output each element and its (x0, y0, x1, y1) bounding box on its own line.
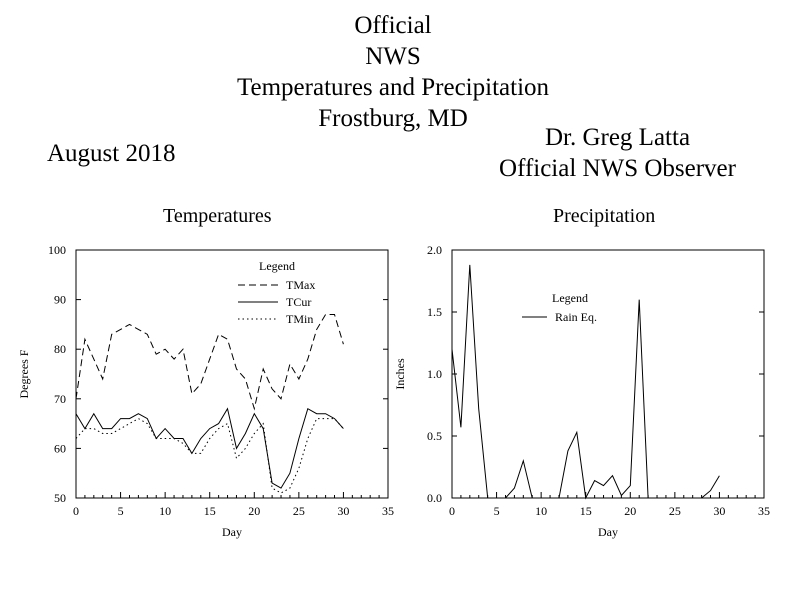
temp-xtick-label: 5 (118, 504, 124, 518)
temp-xtick-label: 10 (159, 504, 171, 518)
temp-legend-title: Legend (259, 259, 295, 273)
temp-plot-frame (75, 249, 389, 499)
temp-legend-label: TMax (286, 278, 315, 292)
temp-xtick-label: 0 (73, 504, 79, 518)
precip-xtick-label: 35 (758, 504, 770, 518)
temp-ytick-label: 60 (54, 441, 66, 455)
precip-xtick-label: 25 (669, 504, 681, 518)
precip-xtick-label: 30 (713, 504, 725, 518)
temp-yaxis-label: Degrees F (17, 349, 31, 398)
precip-ytick-label: 1.0 (427, 367, 442, 381)
precip-legend-title: Legend (552, 291, 588, 305)
precipitation-chart: 0.0 0.5 1.0 1.5 2.0 0 5 10 15 20 25 30 35 Day Inches Le… (393, 243, 770, 539)
temp-xtick-label: 30 (337, 504, 349, 518)
temp-ytick-label: 70 (54, 392, 66, 406)
precip-legend-label: Rain Eq. (555, 310, 597, 324)
precip-ytick-label: 1.5 (427, 305, 442, 319)
precip-xaxis-label: Day (598, 525, 618, 539)
temp-xtick-label: 25 (293, 504, 305, 518)
temp-series-tmin (75, 418, 344, 494)
temperatures-chart: 50 60 70 80 90 100 0 5 10 15 20 25 30 35 Day Degrees F L… (17, 243, 394, 539)
precip-xtick-label: 10 (535, 504, 547, 518)
precip-xtick-label: 20 (624, 504, 636, 518)
temp-legend-label: TCur (286, 295, 311, 309)
title-line-3: Temperatures and Precipitation (236, 74, 550, 101)
observer-role: Official NWS Observer (499, 155, 736, 182)
report-period: August 2018 (47, 140, 176, 167)
temp-xtick-label: 15 (204, 504, 216, 518)
temp-ytick-label: 90 (54, 293, 66, 307)
temp-ytick-label: 100 (48, 243, 66, 257)
temp-series-tmax (75, 314, 344, 411)
precipitation-chart-title: Precipitation (553, 205, 656, 227)
temp-xaxis-label: Day (222, 525, 242, 539)
precip-yaxis-label: Inches (393, 358, 407, 390)
precip-ytick-label: 2.0 (427, 243, 442, 257)
precip-series-rain-eq- (451, 264, 720, 500)
observer-block: Dr. Greg Latta Official NWS Observer (470, 122, 765, 184)
precip-ytick-label: 0.0 (427, 491, 442, 505)
title-line-2: NWS (365, 43, 421, 70)
observer-name: Dr. Greg Latta (544, 124, 691, 151)
precip-xtick-label: 5 (494, 504, 500, 518)
precip-xtick-label: 0 (449, 504, 455, 518)
temp-series-tcur (75, 407, 344, 489)
temp-ytick-label: 50 (54, 491, 66, 505)
temp-legend-label: TMin (286, 312, 313, 326)
temperatures-chart-title: Temperatures (163, 205, 272, 227)
temp-xtick-label: 35 (382, 504, 394, 518)
title-line-1: Official (354, 12, 432, 39)
precip-ytick-label: 0.5 (427, 429, 442, 443)
temp-ytick-label: 80 (54, 342, 66, 356)
report-title: Official NWS Temperatures and Precipitat… (0, 10, 786, 134)
temp-xtick-label: 20 (248, 504, 260, 518)
title-line-4: Frostburg, MD (318, 105, 468, 132)
precip-xtick-label: 15 (580, 504, 592, 518)
precip-plot-frame (451, 249, 765, 499)
